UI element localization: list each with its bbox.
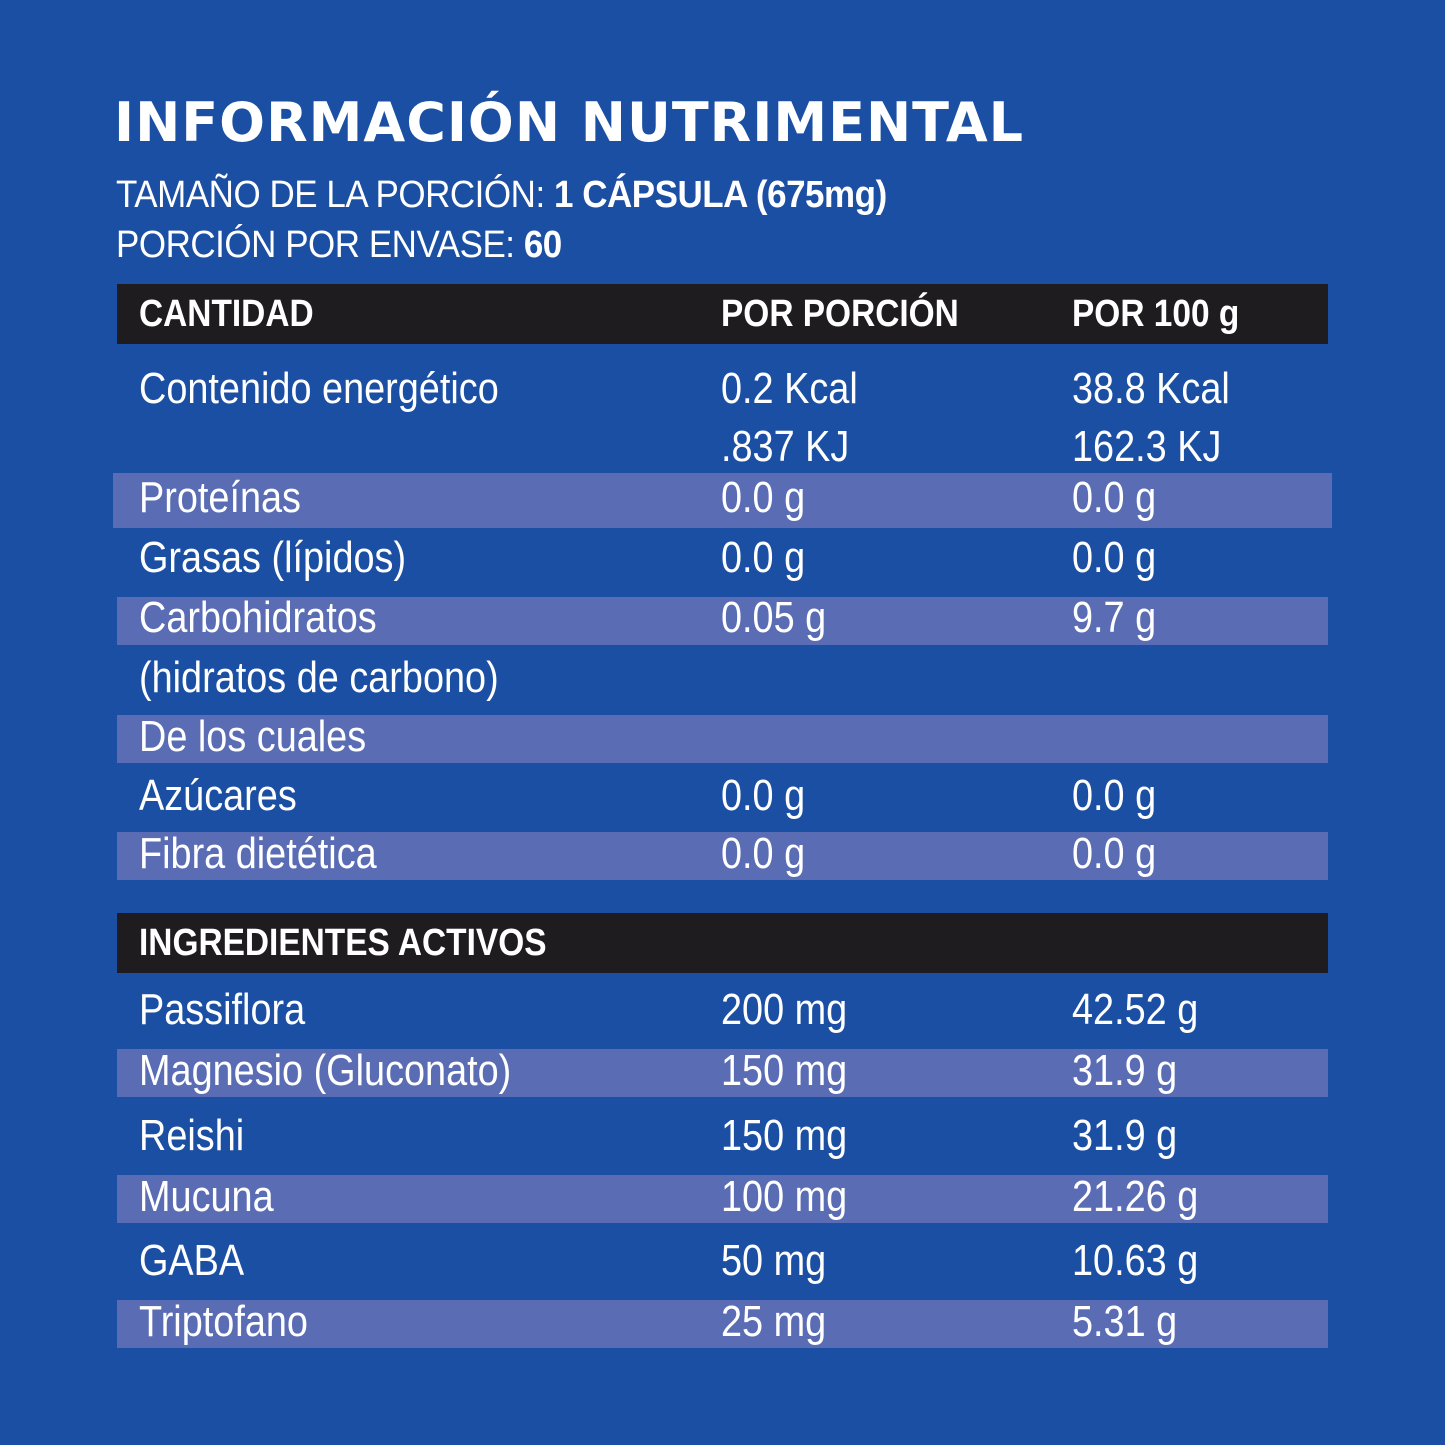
ingredient-per-serving: 150 mg (721, 1046, 848, 1095)
header-ingredientes-activos: INGREDIENTES ACTIVOS (139, 922, 547, 964)
serving-size-label: TAMAÑO DE LA PORCIÓN: (116, 174, 554, 216)
nutrition-row: Carbohidratos 0.05 g 9.7 g (117, 593, 1328, 645)
nutrient-name: Proteínas (139, 473, 301, 522)
nutrient-per-100g: 38.8 Kcal (1072, 364, 1230, 413)
ingredient-per-100g: 10.63 g (1072, 1236, 1199, 1285)
header-por-100g: POR 100 g (1072, 293, 1240, 335)
ingredient-per-100g: 31.9 g (1072, 1111, 1178, 1160)
nutrient-per-serving: 0.0 g (721, 473, 806, 522)
nutrient-name: Fibra dietética (139, 829, 377, 878)
servings-per-container-value: 60 (523, 224, 562, 266)
nutrient-per-100g: 162.3 KJ (1072, 422, 1222, 471)
nutrition-row: Contenido energético 0.2 Kcal 38.8 Kcal (117, 364, 1328, 418)
nutrition-row: Grasas (lípidos) 0.0 g 0.0 g (117, 533, 1328, 588)
ingredient-name: Passiflora (139, 985, 306, 1034)
ingredient-name: GABA (139, 1236, 245, 1285)
ingredient-row: Triptofano 25 mg 5.31 g (117, 1297, 1328, 1348)
nutrition-row: .837 KJ 162.3 KJ (117, 422, 1328, 472)
nutrient-per-serving: 0.0 g (721, 829, 806, 878)
servings-per-container-label: PORCIÓN POR ENVASE: (116, 224, 524, 266)
ingredient-row: Passiflora 200 mg 42.52 g (117, 985, 1328, 1040)
ingredient-per-serving: 25 mg (721, 1297, 827, 1346)
nutrition-row: Proteínas 0.0 g 0.0 g (113, 473, 1332, 528)
ingredient-row: GABA 50 mg 10.63 g (117, 1236, 1328, 1291)
nutrient-name: (hidratos de carbono) (139, 653, 499, 702)
ingredient-per-100g: 42.52 g (1072, 985, 1199, 1034)
serving-size-value: 1 CÁPSULA (675mg) (553, 174, 887, 216)
nutrient-name: Contenido energético (139, 364, 499, 413)
nutrient-per-serving: 0.0 g (721, 533, 806, 582)
nutrient-per-100g: 0.0 g (1072, 829, 1157, 878)
ingredient-per-serving: 200 mg (721, 985, 848, 1034)
nutrient-per-100g: 0.0 g (1072, 771, 1157, 820)
ingredient-row: Magnesio (Gluconato) 150 mg 31.9 g (117, 1046, 1328, 1097)
ingredient-name: Mucuna (139, 1172, 274, 1221)
nutrient-per-100g: 9.7 g (1072, 593, 1157, 642)
header-por-porcion: POR PORCIÓN (721, 293, 959, 335)
nutrient-name: Grasas (lípidos) (139, 533, 407, 582)
ingredient-row: Mucuna 100 mg 21.26 g (117, 1172, 1328, 1223)
active-ingredients-header: INGREDIENTES ACTIVOS (117, 913, 1328, 973)
nutrient-per-serving: .837 KJ (721, 422, 850, 471)
nutrition-table-header: CANTIDAD POR PORCIÓN POR 100 g (117, 284, 1328, 344)
ingredient-row: Reishi 150 mg 31.9 g (117, 1111, 1328, 1166)
nutrition-row: Azúcares 0.0 g 0.0 g (117, 771, 1328, 826)
ingredient-name: Magnesio (Gluconato) (139, 1046, 512, 1095)
nutrient-name: De los cuales (139, 712, 367, 761)
nutrient-per-serving: 0.0 g (721, 771, 806, 820)
page-title: INFORMACIÓN NUTRIMENTAL (114, 91, 1025, 154)
ingredient-name: Reishi (139, 1111, 245, 1160)
nutrient-name: Carbohidratos (139, 593, 377, 642)
nutrition-row: Fibra dietética 0.0 g 0.0 g (117, 829, 1328, 880)
ingredient-per-100g: 31.9 g (1072, 1046, 1178, 1095)
ingredient-per-serving: 150 mg (721, 1111, 848, 1160)
nutrient-per-100g: 0.0 g (1072, 473, 1157, 522)
ingredient-per-serving: 100 mg (721, 1172, 848, 1221)
ingredient-name: Triptofano (139, 1297, 308, 1346)
nutrient-per-serving: 0.05 g (721, 593, 827, 642)
servings-per-container: PORCIÓN POR ENVASE: 60 (116, 220, 562, 270)
ingredient-per-100g: 21.26 g (1072, 1172, 1199, 1221)
ingredient-per-100g: 5.31 g (1072, 1297, 1178, 1346)
nutrition-row: (hidratos de carbono) (117, 653, 1328, 708)
header-cantidad: CANTIDAD (139, 293, 314, 335)
nutrition-row: De los cuales (117, 712, 1328, 763)
ingredient-per-serving: 50 mg (721, 1236, 827, 1285)
nutrient-name: Azúcares (139, 771, 297, 820)
nutrient-per-100g: 0.0 g (1072, 533, 1157, 582)
serving-size: TAMAÑO DE LA PORCIÓN: 1 CÁPSULA (675mg) (116, 170, 887, 220)
nutrient-per-serving: 0.2 Kcal (721, 364, 858, 413)
